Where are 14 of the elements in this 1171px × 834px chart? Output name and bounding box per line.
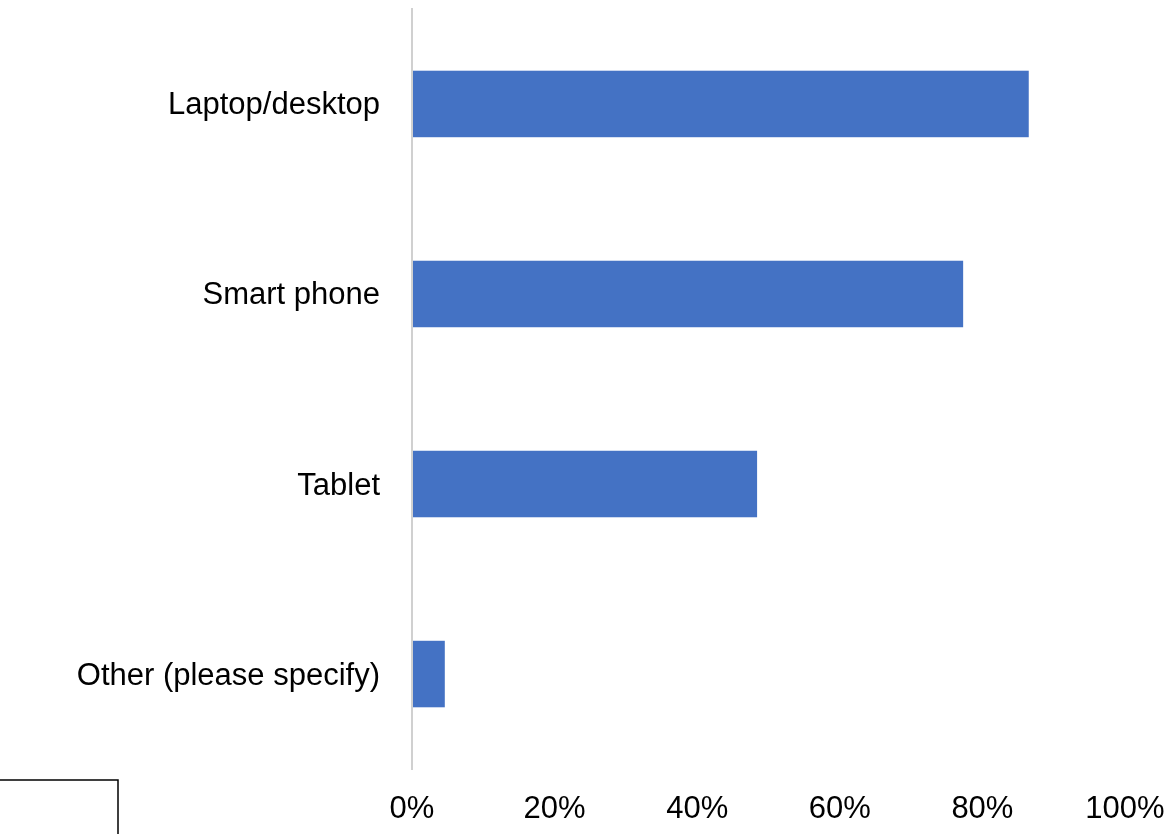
x-tick-label: 80% [951,790,1014,825]
x-tick-label: 40% [666,790,729,825]
bar [412,70,1029,138]
bar [412,450,758,518]
x-tick-label: 100% [1085,790,1165,825]
bar [412,260,964,328]
y-tick-label: Other (please specify) [76,656,380,692]
y-tick-label: Laptop/desktop [167,86,380,122]
y-tick-label: Smart phone [202,276,380,312]
bar [412,640,445,708]
y-tick-label: Tablet [297,466,381,502]
x-tick-label: 60% [808,790,871,825]
x-tick-label: 0% [389,790,435,825]
x-tick-label: 20% [523,790,586,825]
